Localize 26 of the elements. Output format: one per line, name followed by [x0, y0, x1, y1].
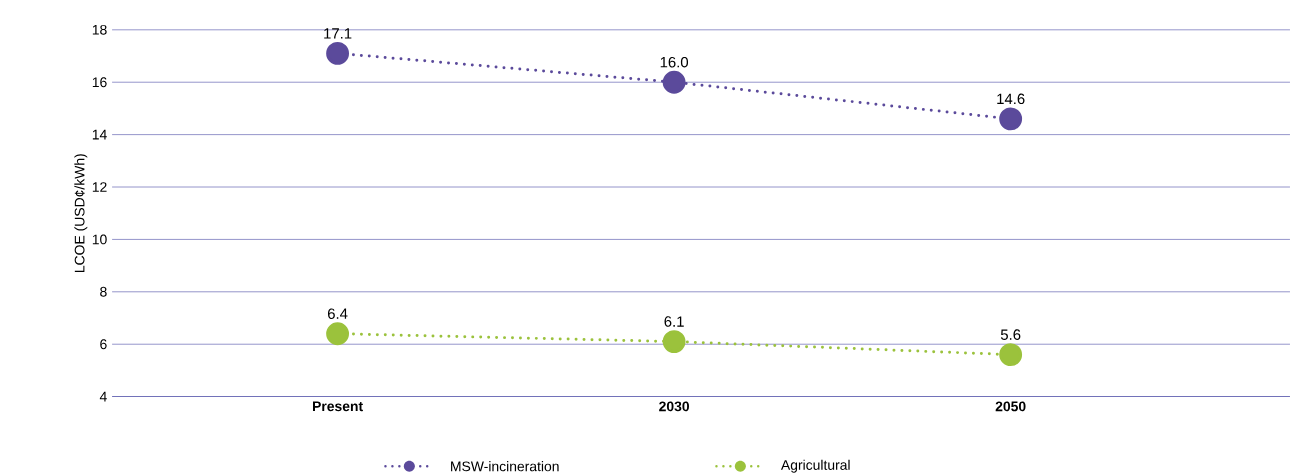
point [662, 330, 686, 353]
data-label: 14.6 [997, 93, 1025, 105]
point [662, 70, 686, 94]
y-tick-label: 4 [99, 391, 107, 402]
y-tick-label: 8 [100, 286, 107, 297]
data-label: 6.4 [327, 308, 348, 319]
point [999, 107, 1023, 131]
x-tick-label: 2030 [659, 401, 690, 412]
point [326, 41, 350, 65]
y-tick-label: 12 [92, 182, 107, 192]
legend-label: Agricultural [780, 459, 850, 473]
y-axis-title: LCOE (USD¢/kWh) [74, 154, 88, 272]
legend-label: MSW-incineration [451, 461, 559, 472]
point [326, 322, 350, 346]
y-tick-label: 18 [92, 24, 107, 35]
y-tick-label: 6 [100, 339, 107, 350]
y-tick-label: 14 [92, 129, 107, 140]
point [999, 343, 1023, 367]
data-label: 16.0 [660, 56, 689, 68]
data-label: 6.1 [664, 316, 684, 327]
data-label: 5.6 [1000, 329, 1021, 340]
x-tick-label: 2050 [995, 401, 1026, 412]
data-label: 17.1 [324, 28, 352, 39]
x-tick-label: Present [313, 401, 363, 412]
y-tick-label: 16 [92, 77, 107, 88]
y-tick-label: 10 [92, 234, 107, 245]
